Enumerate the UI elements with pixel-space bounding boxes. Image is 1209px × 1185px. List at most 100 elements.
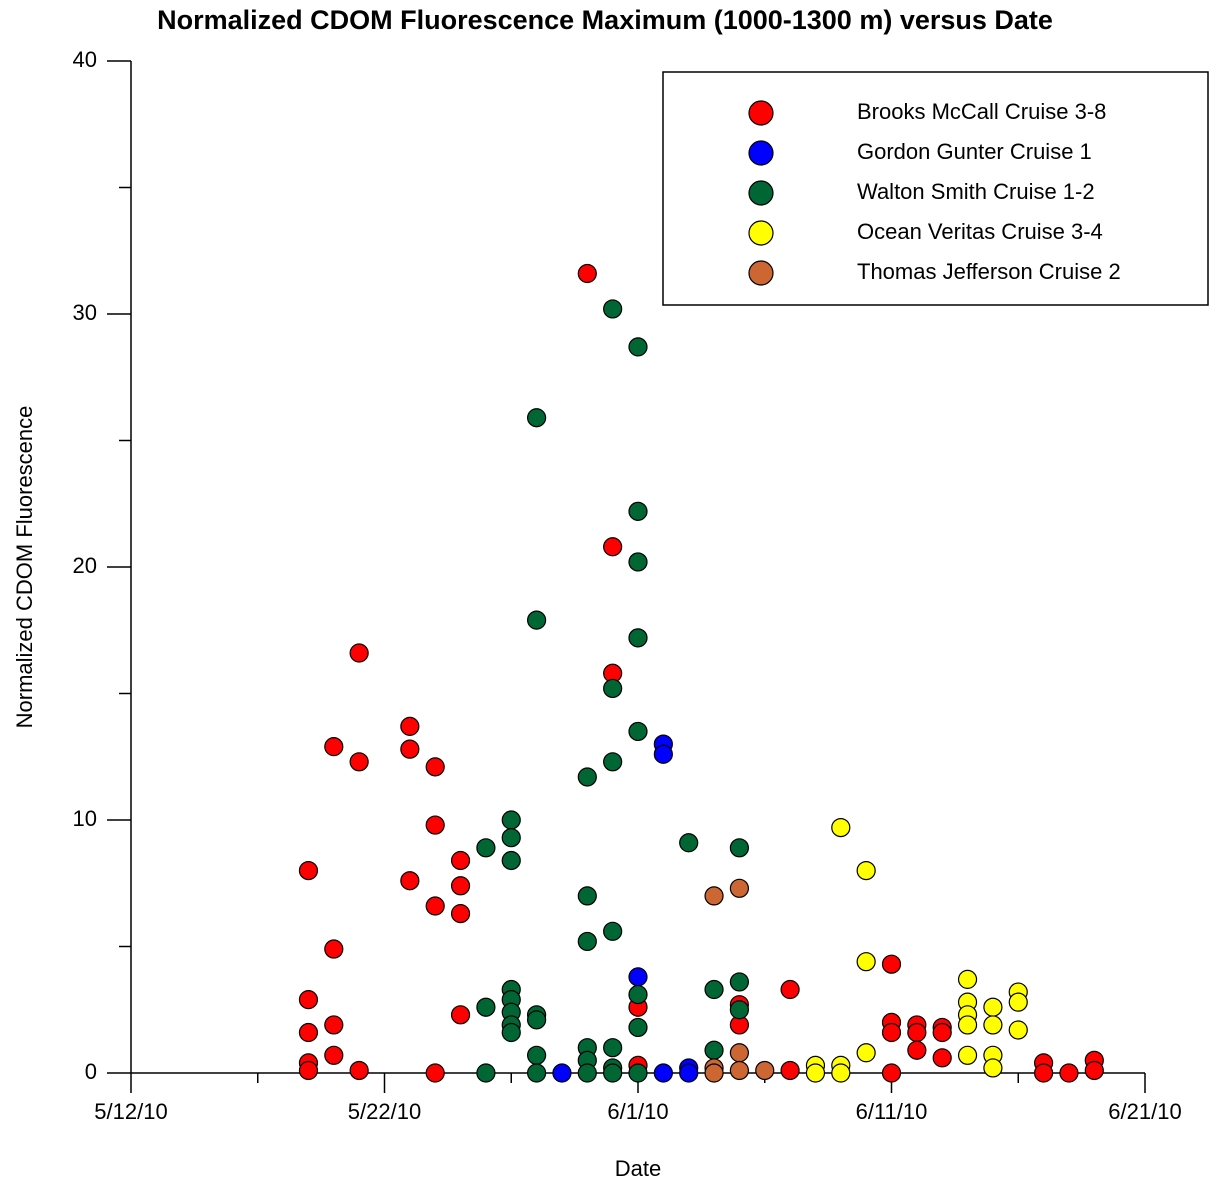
point (501, 1022, 521, 1043)
y-tick-label: 0 (85, 1059, 97, 1084)
point (501, 810, 521, 830)
y-tick-label: 40 (73, 47, 97, 72)
point (450, 876, 471, 896)
legend-label: Thomas Jefferson Cruise 2 (857, 259, 1121, 284)
point (324, 939, 344, 959)
point (957, 1015, 978, 1035)
point (881, 1022, 902, 1043)
point (679, 1063, 699, 1083)
point (501, 850, 521, 871)
legend-label: Walton Smith Cruise 1-2 (857, 179, 1095, 204)
point (983, 1015, 1003, 1035)
point (628, 552, 648, 572)
point (653, 744, 673, 764)
point (324, 1045, 344, 1065)
point (856, 1043, 876, 1063)
point (400, 739, 420, 759)
point (704, 979, 724, 1000)
point (729, 1000, 750, 1020)
legend-marker (748, 180, 774, 206)
point (349, 752, 369, 772)
legend-label: Gordon Gunter Cruise 1 (857, 139, 1092, 164)
y-tick-label: 10 (73, 806, 97, 831)
legend-marker (748, 140, 774, 166)
point (425, 815, 445, 835)
point (1008, 992, 1028, 1012)
chart-title: Normalized CDOM Fluorescence Maximum (10… (157, 5, 1053, 35)
point (932, 1048, 952, 1068)
point (1084, 1060, 1104, 1081)
point (704, 1040, 724, 1060)
point (780, 979, 800, 1000)
point (628, 967, 648, 987)
point (755, 1060, 775, 1081)
x-tick-label: 6/1/10 (607, 1099, 668, 1124)
legend-label: Brooks McCall Cruise 3-8 (857, 99, 1106, 124)
point (577, 263, 597, 284)
point (476, 1063, 496, 1083)
point (1008, 1020, 1028, 1040)
point (425, 896, 445, 916)
point (679, 833, 699, 853)
point (628, 501, 648, 521)
point (831, 817, 851, 838)
point (957, 1045, 978, 1065)
point (450, 904, 471, 924)
point (526, 1010, 547, 1030)
point (628, 337, 648, 357)
point (856, 860, 876, 881)
point (704, 1063, 724, 1083)
x-tick-label: 5/22/10 (348, 1099, 421, 1124)
point (476, 997, 496, 1017)
point (577, 886, 597, 906)
point (526, 1045, 547, 1065)
legend-label: Ocean Veritas Cruise 3-4 (857, 219, 1103, 244)
point (1033, 1063, 1054, 1083)
point (1059, 1063, 1079, 1083)
point (653, 1063, 673, 1083)
point (856, 952, 876, 972)
point (603, 299, 623, 319)
point (298, 1060, 319, 1081)
point (425, 1063, 445, 1083)
point (450, 1005, 471, 1025)
point (349, 643, 369, 663)
point (526, 408, 547, 428)
point (526, 610, 547, 630)
point (298, 1022, 319, 1043)
point (476, 838, 496, 858)
point (729, 1060, 750, 1081)
point (780, 1060, 800, 1081)
x-tick-label: 5/12/10 (94, 1099, 167, 1124)
point (729, 878, 750, 898)
point (400, 716, 420, 736)
point (577, 931, 597, 952)
y-axis-label: Normalized CDOM Fluorescence (12, 406, 37, 729)
point (577, 1063, 597, 1083)
point (425, 757, 445, 777)
legend-marker (748, 260, 774, 286)
point (324, 1015, 344, 1035)
point (603, 752, 623, 772)
point (907, 1022, 927, 1043)
point (603, 678, 623, 699)
point (957, 969, 978, 989)
point (628, 1063, 648, 1083)
point (805, 1063, 826, 1083)
x-axis-label: Date (615, 1156, 661, 1181)
point (729, 838, 750, 858)
point (298, 990, 319, 1010)
x-tick-label: 6/21/10 (1108, 1099, 1181, 1124)
point (450, 850, 471, 871)
point (983, 1058, 1003, 1078)
x-tick-label: 6/11/10 (856, 1099, 928, 1124)
point (501, 828, 521, 848)
point (729, 1043, 750, 1063)
point (983, 997, 1003, 1017)
point (932, 1022, 952, 1043)
point (628, 721, 648, 742)
point (603, 921, 623, 941)
point (298, 860, 319, 881)
point (577, 767, 597, 787)
point (628, 1017, 648, 1038)
